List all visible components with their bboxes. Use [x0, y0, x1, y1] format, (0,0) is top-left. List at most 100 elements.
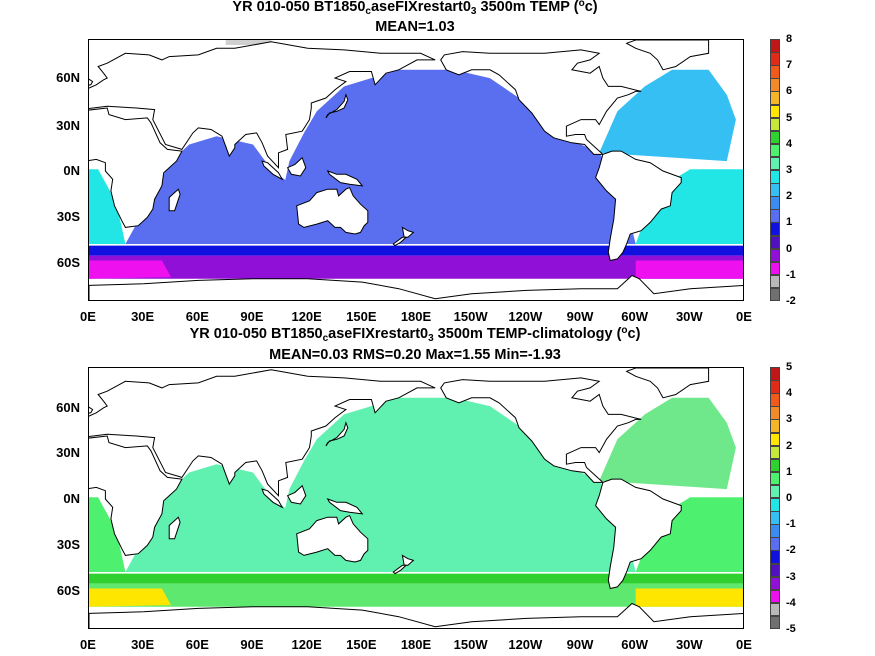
colorbar-tick-label: 5 [786, 361, 793, 373]
y-tick-label: 30N [56, 118, 80, 133]
colorbar-swatch [770, 156, 780, 171]
map-svg [89, 40, 743, 300]
landmass-sumatra [261, 160, 284, 181]
colorbar-tick-label: 1 [786, 216, 793, 229]
southern-ocean-band-cold [89, 255, 743, 279]
x-tick-label: 150W [453, 637, 488, 652]
north-atlantic-field-region-wrap [599, 69, 736, 162]
colorbar-swatch [770, 393, 780, 407]
colorbar-swatch [770, 196, 780, 210]
x-tick-label: 60W [621, 637, 649, 652]
x-tick-label: 120W [508, 637, 543, 652]
x-tick-label: 30W [675, 309, 703, 324]
colorbar-swatch [770, 91, 780, 105]
chart-title: YR 010-050 BT1850caseFIXrestart03 3500m … [189, 325, 641, 344]
colorbar-tick-label: 3 [786, 413, 793, 426]
colorbar-swatch [770, 484, 780, 499]
x-tick-label: 90W [566, 637, 594, 652]
landmass-new-guinea [326, 170, 364, 187]
x-tick-label: 150E [346, 309, 377, 324]
x-tick-label: 120E [291, 637, 322, 652]
landmass-africa [89, 107, 183, 228]
colorbar-swatch [770, 602, 780, 617]
colorbar-tick-label: 4 [786, 137, 793, 150]
colorbar-swatch [770, 550, 780, 564]
colorbar-swatch [770, 248, 780, 263]
colorbar-swatch [770, 235, 780, 250]
colorbar-swatch [770, 576, 780, 591]
colorbar-swatch [770, 432, 780, 447]
colorbar-swatch [770, 52, 780, 66]
landmass-new-zealand [401, 226, 415, 238]
colorbar-tick-label: 3 [786, 164, 793, 176]
colorbar-tick-label: -4 [786, 596, 796, 609]
colorbar-tick-label: -2 [786, 295, 796, 307]
y-tick-label: 30S [56, 209, 80, 224]
landmass-africa [89, 435, 183, 556]
colorbar-tick-label: -1 [786, 268, 796, 281]
x-tick-label: 150W [453, 309, 488, 324]
x-tick-label: 120W [508, 309, 543, 324]
y-tick-label: 60S [56, 583, 80, 598]
landmass-australia [296, 514, 369, 563]
y-tick-label: 30S [56, 537, 80, 552]
southern-ocean-band [89, 573, 743, 584]
x-tick-label: 90W [566, 309, 594, 324]
colorbar-swatch [770, 511, 780, 525]
x-tick-label: 120E [291, 309, 322, 324]
landmass-new-guinea [326, 498, 364, 515]
colorbar-tick-label: 6 [786, 85, 793, 98]
colorbar-swatch [770, 78, 780, 92]
south-atlantic-field-region [89, 169, 126, 244]
southern-ocean-band [89, 245, 743, 256]
x-tick-label: 150E [346, 637, 377, 652]
landmass-sumatra [261, 488, 284, 509]
landmass-antarctica [89, 602, 743, 628]
colorbar-swatch [770, 39, 780, 53]
x-tick-label: 0E [80, 309, 96, 324]
colorbar-swatch [770, 589, 780, 604]
colorbar-swatch [770, 287, 780, 302]
landmass-borneo [286, 156, 307, 177]
colorbar-swatch [770, 170, 780, 184]
colorbar-tick-label: 2 [786, 439, 793, 452]
landmass-madagascar [168, 188, 181, 212]
south-atlantic-field-region [89, 497, 126, 572]
colorbar-swatch [770, 445, 780, 460]
x-tick-label: 0E [736, 309, 752, 324]
colorbar-swatch [770, 143, 780, 158]
colorbar-swatch [770, 380, 780, 394]
colorbar-tick-label: -5 [786, 623, 796, 635]
landmass-britain [89, 406, 94, 414]
southern-ocean-patch-east [635, 588, 743, 607]
colorbar-tick-label: 5 [786, 111, 793, 124]
colorbar-swatch [770, 537, 780, 551]
north-atlantic-field-region-wrap [599, 397, 736, 490]
colorbar-tick-label: 0 [786, 492, 793, 504]
x-tick-label: 60E [185, 637, 209, 652]
y-tick-label: 60S [56, 255, 80, 270]
colorbar-swatch [770, 471, 780, 486]
y-tick-label: 60N [56, 70, 80, 85]
y-tick-label: 0N [63, 491, 80, 506]
colorbar-tick-label: 7 [786, 59, 793, 72]
chart-subtitle: MEAN=0.03 RMS=0.20 Max=1.55 Min=-1.93 [269, 347, 561, 363]
landmass-greenland [625, 40, 710, 71]
x-tick-label: 60W [621, 309, 649, 324]
colorbar-swatch [770, 117, 780, 132]
indian-field-region [125, 464, 299, 572]
chart-subtitle: MEAN=1.03 [375, 19, 455, 35]
colorbar-swatch [770, 183, 780, 197]
landmass-antarctica [89, 274, 743, 300]
landmass-new-zealand-south [392, 564, 408, 575]
indian-field-region [125, 136, 299, 244]
colorbar-swatch [770, 209, 780, 223]
map-svg [89, 368, 743, 628]
x-tick-label: 30W [675, 637, 703, 652]
southern-ocean-patch-west [89, 260, 171, 279]
landmass-north-america [440, 49, 642, 155]
landmass-north-america [440, 377, 642, 483]
landmass-south-america [595, 478, 682, 590]
colorbar-swatch [770, 524, 780, 538]
x-tick-label: 30E [131, 309, 155, 324]
